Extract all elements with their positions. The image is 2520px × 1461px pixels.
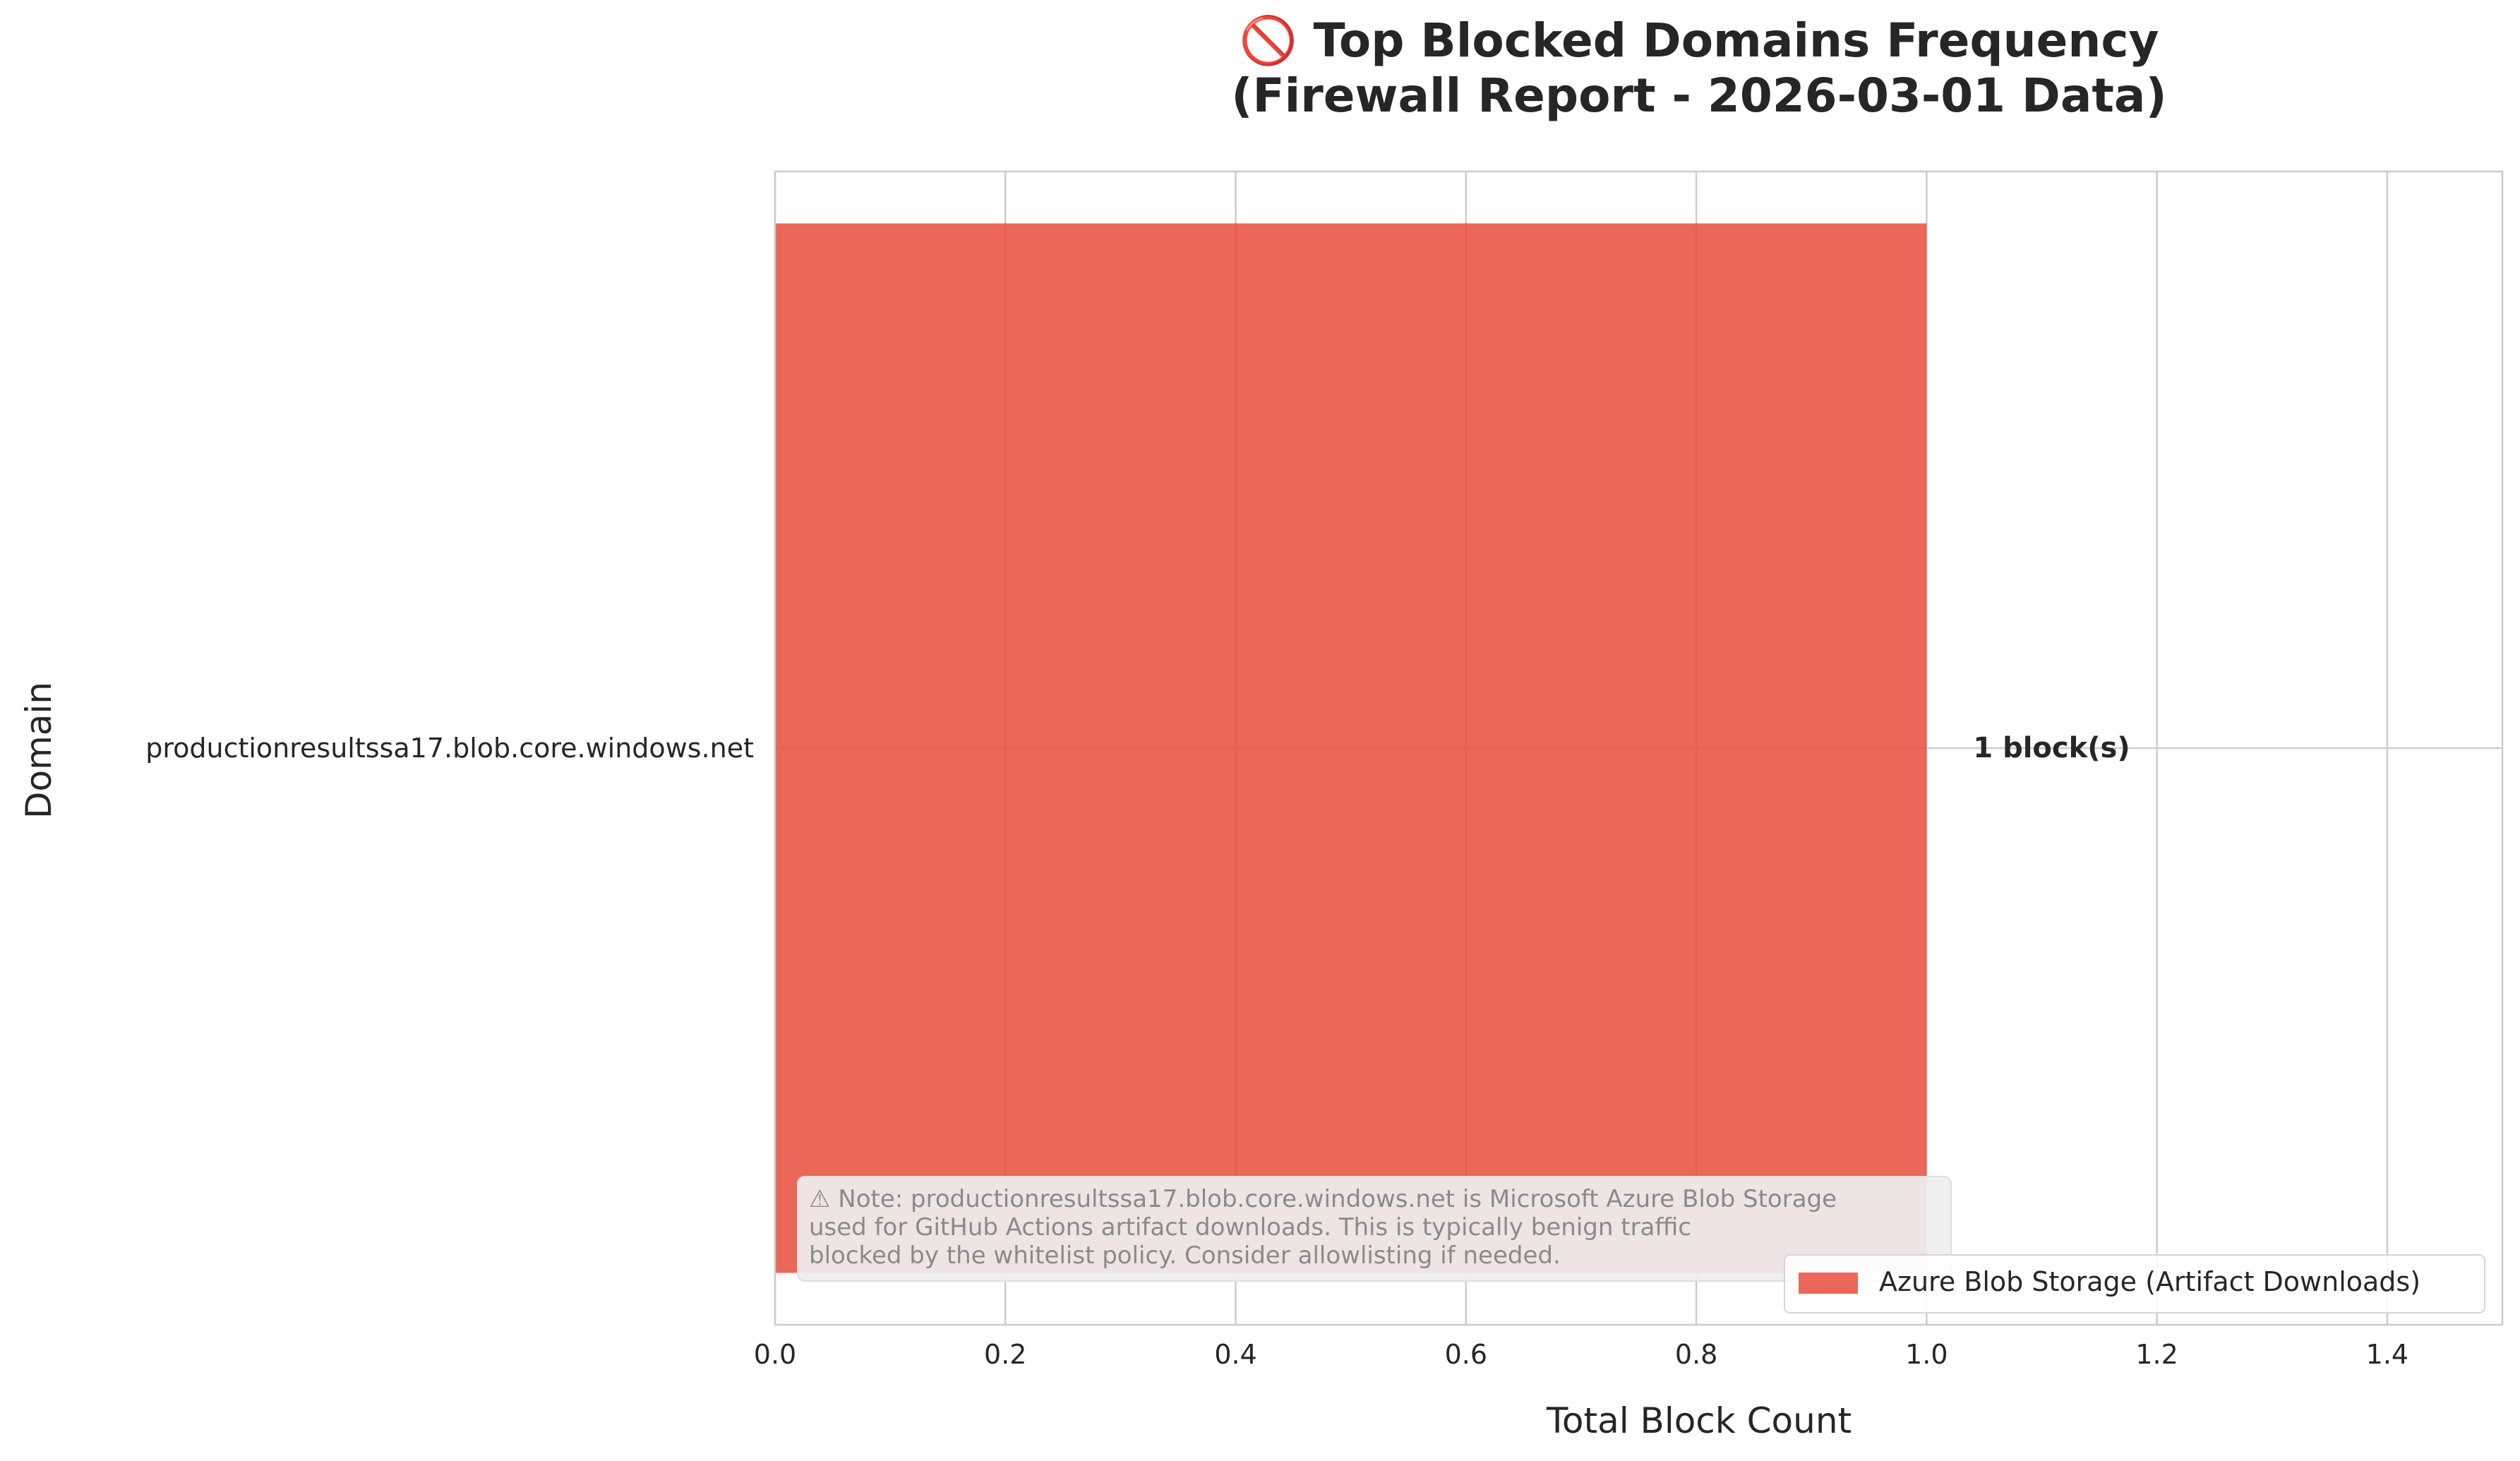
- x-tick-label: 0.8: [1675, 1339, 1717, 1370]
- y-axis-label: Domain: [18, 682, 59, 819]
- x-tick-layer: 0.0 0.2 0.4 0.6 0.8 1.0 1.2 1.4: [754, 1339, 2408, 1370]
- chart-title-line: 🚫 Top Blocked Domains Frequency: [1239, 13, 2159, 68]
- bar-layer: [775, 223, 1927, 1273]
- annotation-text: ⚠ Note: productionresultssa17.blob.core.…: [809, 1185, 1837, 1270]
- annotation-line: blocked by the whitelist policy. Conside…: [809, 1241, 1561, 1270]
- bar: [775, 223, 1927, 1273]
- legend: Azure Blob Storage (Artifact Downloads): [1784, 1254, 2485, 1313]
- annotation-box: [797, 1176, 1952, 1282]
- x-tick-label: 1.4: [2366, 1339, 2408, 1370]
- y-tick-label: productionresultssa17.blob.core.windows.…: [145, 733, 754, 764]
- annotation-line: ⚠ Note: productionresultssa17.blob.core.…: [809, 1185, 1837, 1213]
- legend-label: Azure Blob Storage (Artifact Downloads): [1879, 1266, 2420, 1297]
- annotation-line: used for GitHub Actions artifact downloa…: [809, 1213, 1691, 1241]
- x-tick-label: 0.4: [1214, 1339, 1256, 1370]
- chart-title-line: (Firewall Report - 2026-03-01 Data): [1231, 68, 2166, 123]
- x-tick-label: 0.2: [984, 1339, 1026, 1370]
- chart-title: 🚫 Top Blocked Domains Frequency (Firewall…: [1231, 13, 2166, 123]
- x-tick-label: 0.6: [1445, 1339, 1487, 1370]
- y-tick-layer: productionresultssa17.blob.core.windows.…: [145, 732, 2130, 764]
- x-tick-label: 1.0: [1905, 1339, 1948, 1370]
- bar-data-label: 1 block(s): [1973, 732, 2130, 764]
- legend-swatch: [1799, 1273, 1858, 1294]
- plot-frame: [774, 170, 2504, 1326]
- x-tick-label: 1.2: [2135, 1339, 2178, 1370]
- annotation-note: ⚠ Note: productionresultssa17.blob.core.…: [797, 1176, 1952, 1282]
- x-tick-label: 0.0: [754, 1339, 796, 1370]
- legend-box: [1784, 1254, 2485, 1313]
- x-axis-label: Total Block Count: [1546, 1400, 1852, 1441]
